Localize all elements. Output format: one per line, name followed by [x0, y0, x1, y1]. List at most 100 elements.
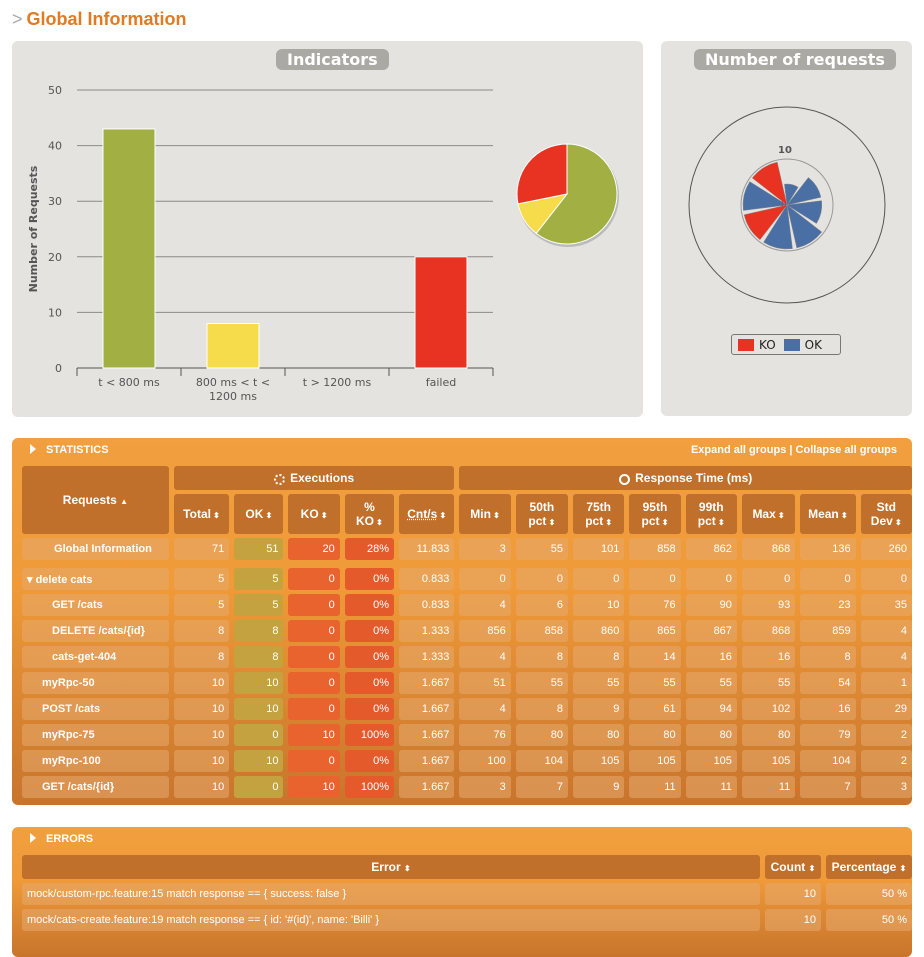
- request-row[interactable]: GET /cats/{id} 10 0 10 100% 1.667 3 7 9 11 11 11 7 3: [22, 776, 912, 798]
- y-tick-label: 20: [48, 251, 62, 264]
- column-header-ok[interactable]: OK ⬍: [234, 494, 283, 534]
- cell--ko: 28%: [345, 538, 394, 560]
- request-label: myRpc-50: [42, 677, 95, 689]
- x-tick-label: t > 1200 ms: [303, 376, 372, 389]
- caret-down-icon[interactable]: ▾: [27, 574, 36, 586]
- ko-swatch: [738, 339, 754, 351]
- column-header-ko[interactable]: KO ⬍: [288, 494, 339, 534]
- cell-ok: 8: [234, 646, 283, 668]
- cell-min: 4: [459, 698, 510, 720]
- column-header-mean[interactable]: Mean ⬍: [800, 494, 855, 534]
- cell-ko: 0: [288, 594, 339, 616]
- cell-cnt-s: 1.667: [399, 724, 454, 746]
- header-word: 75th: [586, 500, 611, 514]
- cell-min: 856: [459, 620, 510, 642]
- sort-icon: ⬍: [546, 518, 555, 527]
- request-name[interactable]: ▾ delete cats: [22, 568, 169, 590]
- request-name[interactable]: cats-get-404: [22, 646, 169, 668]
- request-row[interactable]: myRpc-75 10 0 10 100% 1.667 76 80 80 80 80 80 79 2: [22, 724, 912, 746]
- cell-ok: 0: [234, 724, 283, 746]
- cell-75th-pct: 10: [573, 594, 624, 616]
- header-word: Mean: [808, 507, 839, 521]
- column-header-max[interactable]: Max ⬍: [742, 494, 795, 534]
- request-row[interactable]: POST /cats 10 10 0 0% 1.667 4 8 9 61 94 102 16 29: [22, 698, 912, 720]
- request-label: GET /cats/{id}: [42, 781, 114, 793]
- column-header--ko[interactable]: % KO ⬍: [345, 494, 394, 534]
- cell-99th-pct: 16: [686, 646, 737, 668]
- cell-max: 93: [742, 594, 795, 616]
- request-row[interactable]: GET /cats 5 5 0 0% 0.833 4 6 10 76 90 93 23 35: [22, 594, 912, 616]
- count-column-header[interactable]: Count ⬍: [765, 855, 821, 879]
- column-header-min[interactable]: Min ⬍: [459, 494, 510, 534]
- requests-panel: Number of requests 10 0 KO OK: [661, 41, 912, 416]
- request-row[interactable]: myRpc-100 10 10 0 0% 1.667 100 104 105 105 105 105 1…: [22, 750, 912, 772]
- cell-75th-pct: 860: [573, 620, 624, 642]
- cell-min: 3: [459, 538, 510, 560]
- cell-mean: 104: [800, 750, 855, 772]
- header-word: KO: [356, 514, 374, 528]
- cell-ok: 10: [234, 672, 283, 694]
- header-word: Dev: [871, 514, 893, 528]
- cell-50th-pct: 55: [516, 538, 568, 560]
- cell-50th-pct: 55: [516, 672, 568, 694]
- error-column-header[interactable]: Error ⬍: [22, 855, 760, 879]
- request-name[interactable]: myRpc-100: [22, 750, 169, 772]
- request-name[interactable]: POST /cats: [22, 698, 169, 720]
- cell-total: 10: [174, 698, 229, 720]
- group-row[interactable]: ▾ delete cats 5 5 0 0% 0.833 0 0 0 0 0 0 0 0: [22, 568, 912, 590]
- header-word: Cnt/s: [407, 507, 437, 521]
- cell-mean: 0: [800, 568, 855, 590]
- header-label: Executions: [290, 471, 354, 485]
- cell-50th-pct: 0: [516, 568, 568, 590]
- column-header-std-dev[interactable]: Std Dev ⬍: [861, 494, 912, 534]
- cell-95th-pct: 11: [629, 776, 680, 798]
- cell-std-dev: 3: [861, 776, 912, 798]
- column-header-75th-pct[interactable]: 75th pct ⬍: [573, 494, 624, 534]
- sort-icon: ⬍: [900, 864, 907, 873]
- column-header-95th-pct[interactable]: 95th pct ⬍: [629, 494, 680, 534]
- column-header-cnt-s[interactable]: Cnt/s ⬍: [399, 494, 454, 534]
- request-name[interactable]: DELETE /cats/{id}: [22, 620, 169, 642]
- cell-50th-pct: 80: [516, 724, 568, 746]
- header-label: Response Time (ms): [635, 471, 752, 485]
- request-name[interactable]: Global Information: [22, 538, 169, 560]
- expand-all-link[interactable]: Expand all groups: [691, 444, 786, 456]
- cell-mean: 79: [800, 724, 855, 746]
- column-header-total[interactable]: Total ⬍: [174, 494, 229, 534]
- sort-icon: ⬍: [491, 511, 500, 520]
- percentage-column-header[interactable]: Percentage ⬍: [826, 855, 912, 879]
- statistics-toggle[interactable]: STATISTICS: [30, 444, 109, 456]
- clock-icon: [619, 474, 630, 485]
- legend-item-ok[interactable]: OK: [784, 338, 822, 352]
- cell-max: 868: [742, 538, 795, 560]
- cell-ok: 10: [234, 698, 283, 720]
- executions-header: Executions: [174, 466, 455, 490]
- requests-column-header[interactable]: Requests ▲: [22, 466, 169, 534]
- collapse-all-link[interactable]: Collapse all groups: [796, 444, 897, 456]
- cell-75th-pct: 105: [573, 750, 624, 772]
- request-row[interactable]: cats-get-404 8 8 0 0% 1.333 4 8 8 14 16 16 8 4: [22, 646, 912, 668]
- request-row[interactable]: myRpc-50 10 10 0 0% 1.667 51 55 55 55 55 55 54 1: [22, 672, 912, 694]
- header-word: 99th: [699, 500, 724, 514]
- sort-icon: ⬍: [263, 511, 272, 520]
- cell-std-dev: 1: [861, 672, 912, 694]
- errors-toggle[interactable]: ERRORS: [30, 833, 93, 845]
- sort-icon: ⬍: [839, 511, 848, 520]
- global-information-row[interactable]: Global Information 71 51 20 28% 11.833 3 55 101 8…: [22, 538, 912, 560]
- legend-label: KO: [759, 338, 776, 352]
- cell-ko: 10: [288, 776, 339, 798]
- legend-item-ko[interactable]: KO: [738, 338, 776, 352]
- column-header-99th-pct[interactable]: 99th pct ⬍: [686, 494, 737, 534]
- request-name[interactable]: GET /cats: [22, 594, 169, 616]
- cell-ko: 0: [288, 750, 339, 772]
- request-name[interactable]: myRpc-75: [22, 724, 169, 746]
- cell-cnt-s: 0.833: [399, 568, 454, 590]
- header-word: pct: [698, 514, 716, 528]
- cell--ko: 0%: [345, 568, 394, 590]
- request-name[interactable]: GET /cats/{id}: [22, 776, 169, 798]
- cell--ko: 0%: [345, 672, 394, 694]
- request-row[interactable]: DELETE /cats/{id} 8 8 0 0% 1.333 856 858 860 865 8…: [22, 620, 912, 642]
- request-name[interactable]: myRpc-50: [22, 672, 169, 694]
- x-tick-label: failed: [426, 376, 456, 389]
- column-header-50th-pct[interactable]: 50th pct ⬍: [516, 494, 568, 534]
